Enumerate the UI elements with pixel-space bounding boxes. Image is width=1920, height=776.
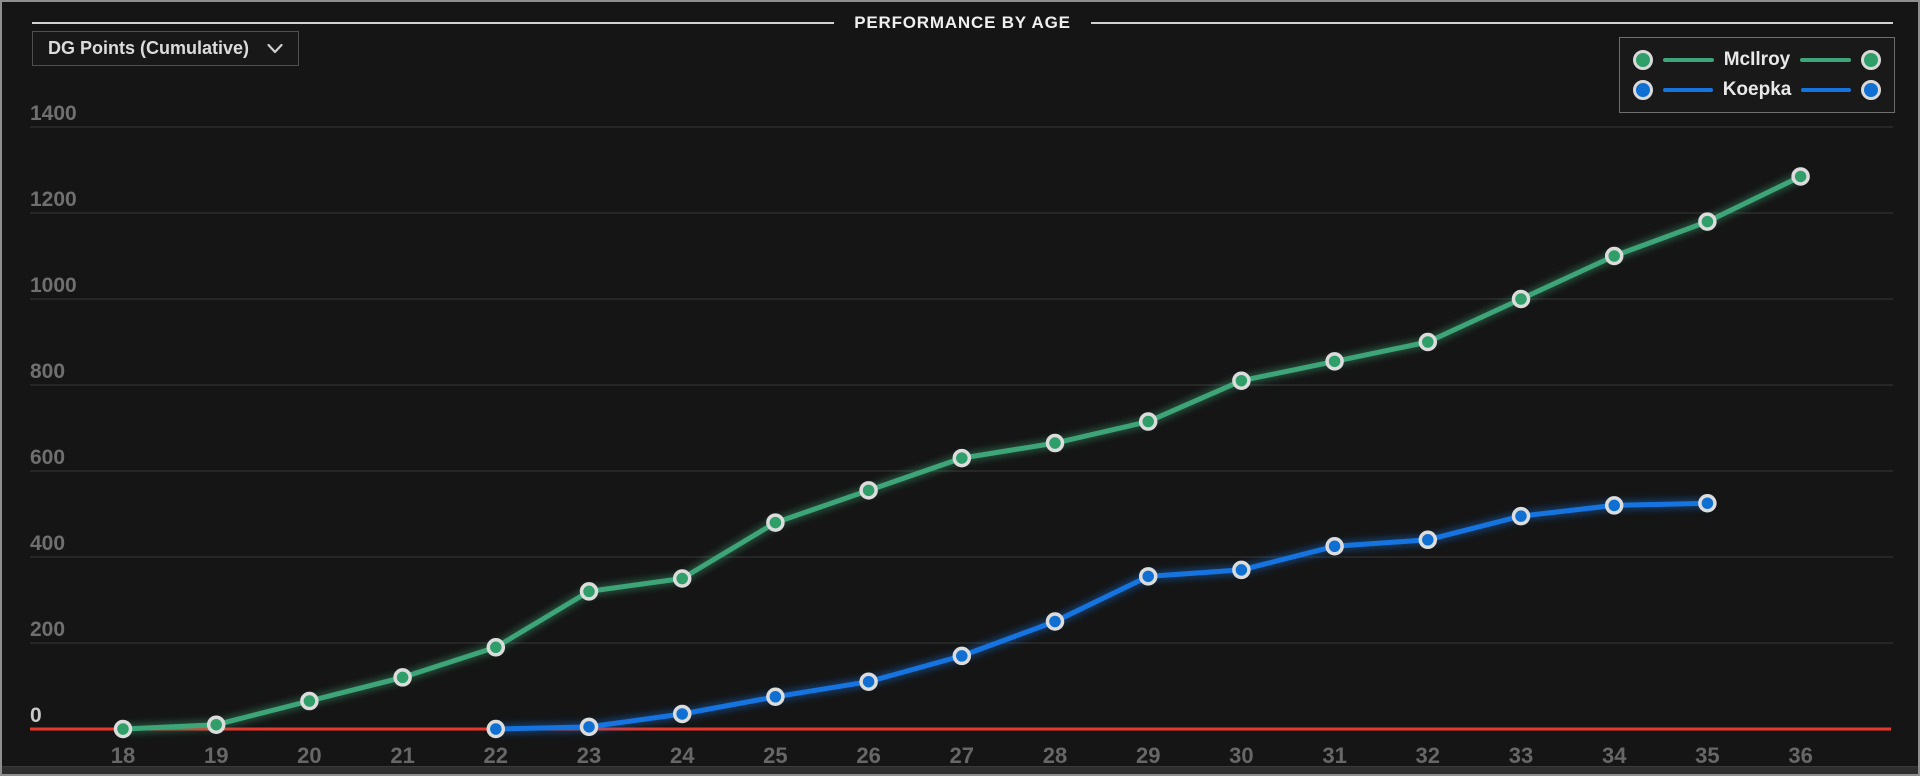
data-point-koepka-26[interactable] [859, 672, 878, 691]
divider-right [1090, 21, 1894, 24]
y-axis-tick: 800 [30, 360, 65, 383]
data-point-mcilroy-19[interactable] [206, 715, 226, 734]
data-point-mcilroy-26[interactable] [859, 481, 878, 500]
x-axis-tick: 35 [1695, 743, 1719, 768]
x-axis-tick: 24 [670, 743, 695, 768]
data-point-mcilroy-24[interactable] [672, 569, 692, 588]
data-point-koepka-32[interactable] [1418, 530, 1438, 550]
x-axis-tick: 22 [484, 743, 508, 768]
data-point-koepka-31[interactable] [1325, 537, 1344, 556]
data-point-koepka-22[interactable] [486, 719, 506, 739]
data-point-mcilroy-28[interactable] [1045, 433, 1065, 453]
data-point-koepka-24[interactable] [672, 704, 692, 724]
series-glow-koepka [495, 498, 1708, 734]
y-axis-tick: 400 [30, 532, 65, 555]
title-bar: PERFORMANCE BY AGE [32, 11, 1894, 34]
data-point-mcilroy-22[interactable] [486, 638, 506, 657]
data-point-mcilroy-33[interactable] [1511, 289, 1531, 309]
x-axis-tick: 21 [390, 743, 414, 768]
data-point-koepka-35[interactable] [1698, 494, 1717, 513]
chevron-down-icon [267, 43, 283, 53]
legend-marker-icon [1633, 49, 1653, 70]
data-point-koepka-30[interactable] [1232, 560, 1251, 580]
x-axis-tick: 19 [204, 743, 228, 768]
x-axis-tick: 18 [111, 743, 135, 768]
data-point-mcilroy-32[interactable] [1418, 332, 1438, 352]
legend-marker-icon [1861, 80, 1882, 101]
divider-left [32, 21, 835, 24]
y-axis-tick: 0 [30, 704, 42, 727]
x-axis-tick: 34 [1602, 743, 1627, 768]
data-point-koepka-27[interactable] [952, 646, 972, 666]
x-axis-tick: 28 [1043, 743, 1067, 768]
chart-title: PERFORMANCE BY AGE [854, 12, 1071, 32]
data-point-koepka-33[interactable] [1511, 506, 1531, 526]
legend-item-koepka[interactable]: Koepka [1633, 79, 1882, 101]
metric-dropdown-value: DG Points (Cumulative) [48, 38, 250, 58]
data-point-mcilroy-30[interactable] [1232, 371, 1251, 390]
x-axis-tick: 25 [763, 743, 787, 768]
x-axis-tick: 36 [1788, 743, 1812, 768]
x-axis-tick: 30 [1229, 743, 1253, 768]
y-axis-tick: 1000 [30, 274, 77, 297]
data-point-mcilroy-25[interactable] [766, 513, 785, 532]
legend-marker-icon [1633, 80, 1653, 101]
x-axis-tick: 23 [577, 743, 601, 768]
data-point-mcilroy-21[interactable] [393, 668, 412, 687]
legend-label: Koepka [1722, 79, 1792, 101]
x-axis-tick: 20 [297, 743, 321, 768]
data-point-mcilroy-18[interactable] [113, 719, 133, 739]
data-point-koepka-23[interactable] [579, 717, 599, 737]
legend-label: McIlroy [1723, 48, 1791, 70]
x-axis-tick: 29 [1136, 743, 1160, 768]
data-point-mcilroy-36[interactable] [1791, 167, 1810, 186]
legend-marker-icon [1861, 49, 1881, 70]
data-point-koepka-34[interactable] [1604, 496, 1624, 515]
legend: McIlroy Koepka [1619, 37, 1895, 113]
data-point-mcilroy-35[interactable] [1698, 212, 1717, 231]
legend-line [1801, 88, 1852, 93]
data-point-mcilroy-34[interactable] [1604, 246, 1624, 266]
legend-item-mcilroy[interactable]: McIlroy [1633, 49, 1881, 71]
data-point-koepka-29[interactable] [1138, 567, 1158, 586]
y-axis-tick: 1400 [30, 102, 77, 125]
data-point-koepka-28[interactable] [1045, 612, 1065, 631]
data-point-mcilroy-29[interactable] [1138, 412, 1158, 431]
x-axis-tick: 27 [950, 743, 974, 768]
x-axis-tick: 33 [1509, 743, 1533, 768]
y-axis-tick: 1200 [30, 188, 77, 211]
data-point-mcilroy-20[interactable] [300, 691, 319, 711]
x-axis-tick: 32 [1416, 743, 1440, 768]
metric-dropdown[interactable]: DG Points (Cumulative) [32, 31, 300, 66]
series-line-koepka [493, 500, 1710, 732]
legend-line [1663, 57, 1714, 62]
y-axis-tick: 600 [30, 446, 65, 469]
data-point-mcilroy-31[interactable] [1325, 352, 1344, 371]
window-edge [2, 766, 1918, 774]
legend-line [1663, 88, 1713, 93]
legend-line [1800, 57, 1851, 62]
data-point-mcilroy-23[interactable] [579, 582, 599, 601]
data-point-mcilroy-27[interactable] [952, 448, 972, 468]
y-axis-tick: 200 [30, 618, 65, 641]
x-axis-tick: 31 [1322, 743, 1346, 768]
x-axis-tick: 26 [856, 743, 880, 768]
data-point-koepka-25[interactable] [766, 687, 785, 706]
